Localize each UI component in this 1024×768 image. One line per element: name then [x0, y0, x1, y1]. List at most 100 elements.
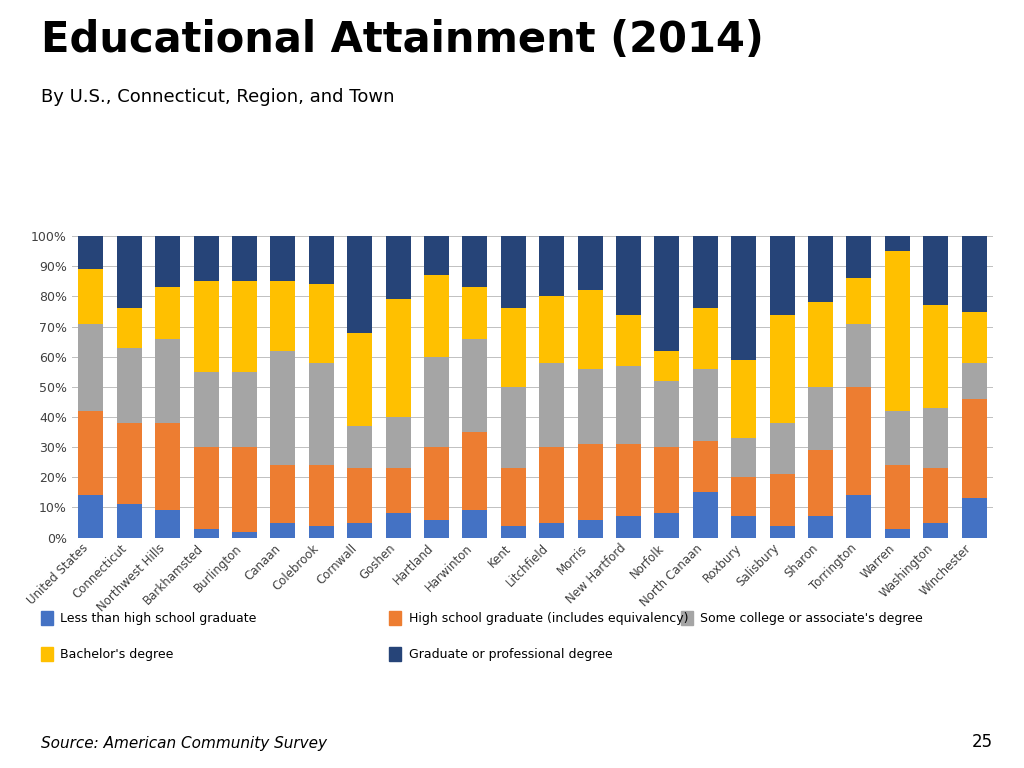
Bar: [347, 236, 372, 333]
Bar: [654, 381, 679, 447]
Bar: [847, 387, 871, 495]
Bar: [540, 362, 564, 447]
Bar: [501, 309, 525, 387]
Bar: [117, 505, 141, 538]
Bar: [347, 522, 372, 538]
Bar: [501, 468, 525, 525]
Text: Some college or associate's degree: Some college or associate's degree: [700, 612, 924, 624]
Bar: [770, 315, 795, 423]
Text: By U.S., Connecticut, Region, and Town: By U.S., Connecticut, Region, and Town: [41, 88, 394, 106]
Bar: [309, 284, 334, 362]
Bar: [232, 372, 257, 447]
Bar: [463, 236, 487, 287]
Bar: [194, 447, 218, 528]
Bar: [808, 450, 833, 517]
Bar: [654, 514, 679, 538]
Text: Source: American Community Survey: Source: American Community Survey: [41, 736, 327, 751]
Bar: [885, 236, 909, 251]
Bar: [885, 465, 909, 528]
Bar: [924, 408, 948, 468]
Bar: [731, 438, 756, 477]
Bar: [79, 495, 103, 538]
Bar: [501, 387, 525, 468]
Bar: [731, 477, 756, 517]
Bar: [117, 236, 141, 309]
Bar: [808, 236, 833, 303]
Bar: [847, 278, 871, 323]
Bar: [424, 356, 449, 447]
Bar: [693, 236, 718, 309]
Bar: [386, 417, 411, 468]
Bar: [270, 351, 295, 465]
Bar: [232, 531, 257, 538]
Bar: [578, 444, 602, 519]
Bar: [616, 444, 641, 517]
Bar: [309, 236, 334, 284]
Bar: [232, 281, 257, 372]
Bar: [194, 372, 218, 447]
Text: 25: 25: [972, 733, 993, 751]
Bar: [270, 522, 295, 538]
Bar: [654, 447, 679, 514]
Bar: [770, 423, 795, 475]
Bar: [194, 528, 218, 538]
Bar: [309, 362, 334, 465]
Bar: [924, 236, 948, 306]
Bar: [924, 306, 948, 408]
Bar: [463, 287, 487, 339]
Bar: [540, 296, 564, 362]
Bar: [463, 511, 487, 538]
Bar: [578, 236, 602, 290]
Bar: [540, 447, 564, 522]
Bar: [79, 411, 103, 495]
Bar: [79, 323, 103, 411]
Bar: [847, 495, 871, 538]
Bar: [808, 387, 833, 450]
Bar: [270, 465, 295, 522]
Text: Bachelor's degree: Bachelor's degree: [60, 648, 174, 660]
Bar: [232, 447, 257, 531]
Bar: [770, 475, 795, 525]
Bar: [386, 236, 411, 300]
Bar: [156, 339, 180, 423]
Bar: [693, 492, 718, 538]
Bar: [463, 432, 487, 511]
Bar: [731, 517, 756, 538]
Bar: [885, 251, 909, 411]
Bar: [847, 323, 871, 387]
Bar: [616, 366, 641, 444]
Bar: [578, 290, 602, 369]
Bar: [616, 517, 641, 538]
Bar: [501, 236, 525, 309]
Bar: [924, 522, 948, 538]
Bar: [847, 236, 871, 278]
Text: Graduate or professional degree: Graduate or professional degree: [409, 648, 612, 660]
Bar: [770, 525, 795, 538]
Bar: [578, 519, 602, 538]
Bar: [962, 399, 986, 498]
Bar: [386, 468, 411, 514]
Bar: [501, 525, 525, 538]
Bar: [117, 309, 141, 348]
Bar: [270, 236, 295, 281]
Bar: [347, 468, 372, 522]
Bar: [578, 369, 602, 444]
Bar: [424, 447, 449, 519]
Bar: [693, 309, 718, 369]
Text: Educational Attainment (2014): Educational Attainment (2014): [41, 19, 764, 61]
Bar: [808, 517, 833, 538]
Bar: [156, 236, 180, 287]
Bar: [309, 465, 334, 525]
Bar: [386, 300, 411, 417]
Bar: [770, 236, 795, 315]
Bar: [117, 423, 141, 505]
Bar: [885, 411, 909, 465]
Bar: [270, 281, 295, 351]
Bar: [654, 236, 679, 351]
Bar: [962, 498, 986, 538]
Bar: [731, 236, 756, 359]
Bar: [347, 333, 372, 426]
Bar: [424, 236, 449, 276]
Bar: [962, 236, 986, 312]
Bar: [117, 348, 141, 423]
